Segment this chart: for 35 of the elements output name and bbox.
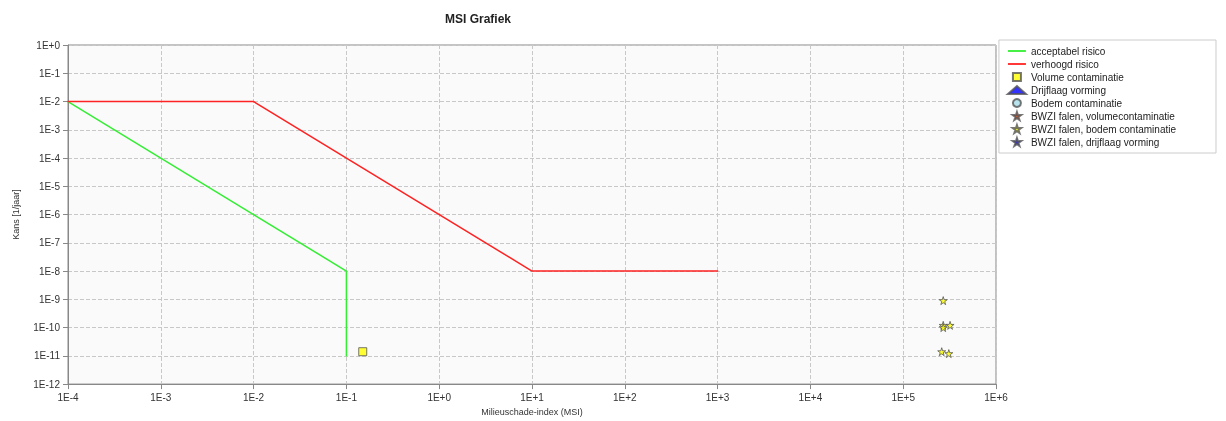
y-axis-title: Kans [1/jaar] bbox=[10, 189, 21, 240]
x-tick-label: 1E+4 bbox=[798, 391, 823, 403]
y-tick-label: 1E-11 bbox=[34, 350, 61, 362]
legend-label: acceptabel risico bbox=[1030, 45, 1106, 57]
y-tick-label: 1E-10 bbox=[33, 322, 61, 334]
y-tick-label: 1E-6 bbox=[38, 209, 61, 221]
x-tick-label: 1E+5 bbox=[891, 391, 916, 403]
x-tick-label: 1E+3 bbox=[705, 391, 730, 403]
x-tick-label: 1E+6 bbox=[984, 391, 1009, 403]
legend-label: Bodem contaminatie bbox=[1030, 97, 1123, 109]
y-tick-label: 1E-4 bbox=[38, 152, 61, 164]
legend-label: BWZI falen, volumecontaminatie bbox=[1030, 110, 1176, 122]
y-tick-label: 1E-1 bbox=[38, 67, 61, 79]
y-tick-label: 1E-2 bbox=[38, 96, 61, 108]
y-tick-label: 1E-12 bbox=[33, 378, 61, 390]
chart-title: MSI Grafiek bbox=[445, 12, 512, 26]
legend-label: verhoogd risico bbox=[1030, 58, 1100, 70]
x-tick-label: 1E+1 bbox=[520, 391, 545, 403]
y-tick-label: 1E-9 bbox=[38, 293, 61, 305]
x-tick-label: 1E+0 bbox=[427, 391, 452, 403]
legend-label: BWZI falen, drijflaag vorming bbox=[1030, 136, 1160, 148]
y-tick-label: 1E-8 bbox=[38, 265, 61, 277]
x-tick-label: 1E-4 bbox=[57, 391, 79, 403]
x-axis-title: Milieuschade-index (MSI) bbox=[481, 406, 583, 417]
y-tick-label: 1E+0 bbox=[36, 39, 61, 51]
legend-label: Volume contaminatie bbox=[1030, 71, 1125, 83]
y-tick-label: 1E-7 bbox=[38, 237, 61, 249]
x-tick-label: 1E+2 bbox=[612, 391, 638, 403]
legend-label: Drijflaag vorming bbox=[1030, 84, 1106, 96]
y-tick-label: 1E-3 bbox=[38, 124, 61, 136]
legend-label: BWZI falen, bodem contaminatie bbox=[1030, 123, 1177, 135]
x-tick-label: 1E-1 bbox=[335, 391, 358, 403]
x-tick-label: 1E-2 bbox=[243, 391, 265, 403]
y-tick-label: 1E-5 bbox=[38, 180, 61, 192]
x-tick-label: 1E-3 bbox=[150, 391, 172, 403]
